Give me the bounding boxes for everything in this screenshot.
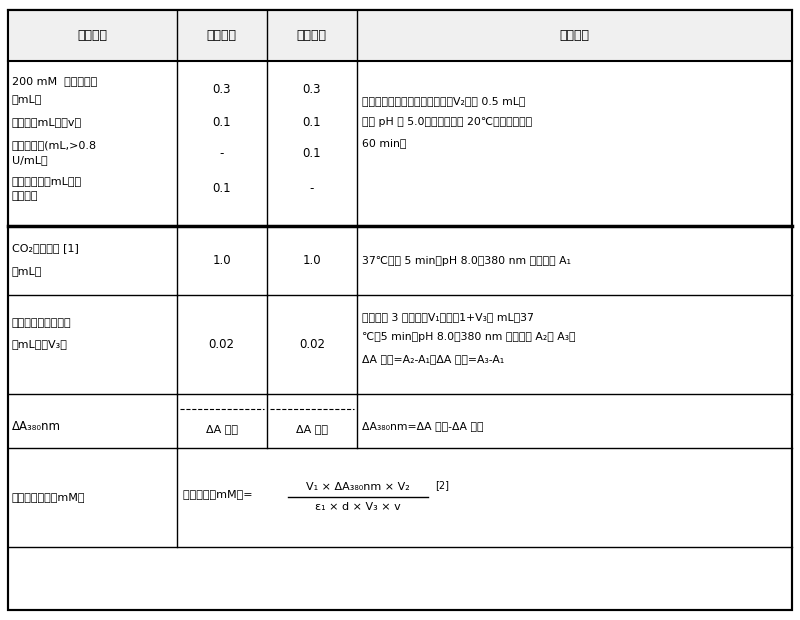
Text: 1.0: 1.0 [302, 254, 321, 267]
Text: 0.1: 0.1 [212, 115, 231, 128]
Text: （mL）（V₃）: （mL）（V₃） [12, 340, 68, 350]
Text: ΔA₃₈₀nm=ΔA 待测-ΔA 空白: ΔA₃₈₀nm=ΔA 待测-ΔA 空白 [362, 422, 483, 432]
Text: 200 mM  醋酸缓冲液: 200 mM 醋酸缓冲液 [12, 76, 98, 86]
Text: 草酸脱羧酶(mL,>0.8: 草酸脱羧酶(mL,>0.8 [12, 140, 97, 150]
Text: ΔA₃₈₀nm: ΔA₃₈₀nm [12, 420, 61, 433]
Text: ΔA 待测: ΔA 待测 [296, 424, 328, 434]
Text: -: - [219, 147, 224, 160]
Text: ε₁ × d × V₃ × v: ε₁ × d × V₃ × v [314, 502, 401, 513]
Text: [2]: [2] [435, 480, 450, 490]
Text: 0.1: 0.1 [302, 147, 321, 160]
Text: 1.0: 1.0 [212, 254, 231, 267]
Text: 理失活）: 理失活） [12, 192, 38, 202]
Text: ΔA 空白: ΔA 空白 [206, 424, 238, 434]
Text: 反应试剂: 反应试剂 [78, 29, 107, 42]
Text: ΔA 空白=A₂-A₁，ΔA 待测=A₃-A₁: ΔA 空白=A₂-A₁，ΔA 待测=A₃-A₁ [362, 355, 504, 365]
Text: 0.1: 0.1 [212, 182, 231, 195]
Text: 计算草酸浓度（mM）: 计算草酸浓度（mM） [12, 492, 86, 502]
Text: 待测样品: 待测样品 [297, 29, 327, 42]
Text: 反应体系 3 总体积（V₁）为（1+V₃） mL，37: 反应体系 3 总体积（V₁）为（1+V₃） mL，37 [362, 312, 534, 322]
Text: 草酸脱羧酶（mL，处: 草酸脱羧酶（mL，处 [12, 177, 82, 187]
Text: 草酸样（mL）（v）: 草酸样（mL）（v） [12, 117, 82, 127]
Bar [8, 10, 792, 61]
Text: 上述第一步酶反应液: 上述第一步酶反应液 [12, 317, 72, 328]
Text: V₁ × ΔA₃₈₀nm × V₂: V₁ × ΔA₃₈₀nm × V₂ [306, 482, 410, 492]
Text: 0.3: 0.3 [302, 82, 321, 95]
Text: 0.02: 0.02 [209, 338, 234, 351]
Text: U/mL）: U/mL） [12, 155, 48, 165]
Text: 样品空白: 样品空白 [206, 29, 237, 42]
Text: 0.02: 0.02 [299, 338, 325, 351]
Text: 反应 pH 为 5.0，反应温度为 20℃，反应时间为: 反应 pH 为 5.0，反应温度为 20℃，反应时间为 [362, 117, 532, 127]
Text: （mL）: （mL） [12, 266, 42, 276]
Text: -: - [310, 182, 314, 195]
Text: 0.1: 0.1 [302, 115, 321, 128]
Text: 第一步酶催化反应体系总体积（V₂）为 0.5 mL，: 第一步酶催化反应体系总体积（V₂）为 0.5 mL， [362, 95, 526, 105]
Text: CO₂测定试剂 [1]: CO₂测定试剂 [1] [12, 243, 79, 253]
Text: 37℃温育 5 min，pH 8.0，380 nm 条件下测 A₁: 37℃温育 5 min，pH 8.0，380 nm 条件下测 A₁ [362, 255, 570, 265]
Text: 0.3: 0.3 [212, 82, 231, 95]
Text: 草酸浓度（mM）=: 草酸浓度（mM）= [182, 490, 256, 500]
Text: 反应条件: 反应条件 [559, 29, 590, 42]
Text: 60 min。: 60 min。 [362, 138, 406, 149]
Text: （mL）: （mL） [12, 94, 42, 104]
Text: ℃，5 min，pH 8.0，380 nm 条件下测 A₂及 A₃，: ℃，5 min，pH 8.0，380 nm 条件下测 A₂及 A₃， [362, 332, 575, 342]
